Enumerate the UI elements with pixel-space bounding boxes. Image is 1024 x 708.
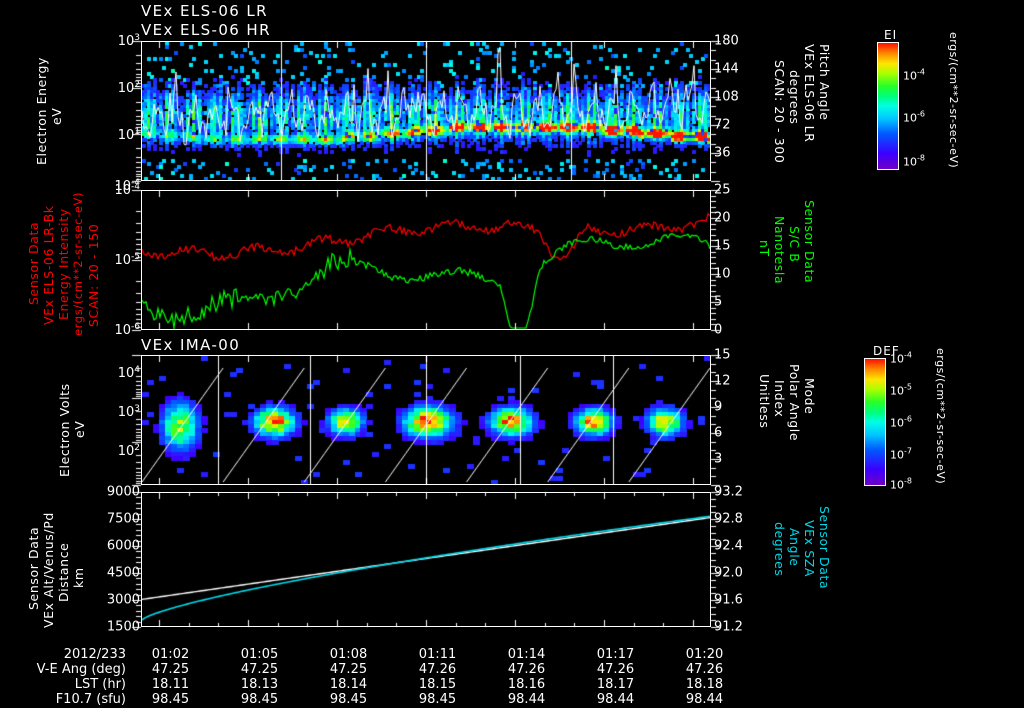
time-cell: 01:05 — [240, 647, 279, 662]
panel3-left-axis-unit: eV — [72, 420, 87, 438]
panel4-right-label-4: degrees — [772, 522, 787, 577]
panel2-plot[interactable] — [141, 190, 711, 330]
panel2-left-label-1: Sensor Data — [26, 221, 41, 305]
panel4-left-label-4: km — [71, 567, 86, 588]
lst-cell: 18.16 — [507, 677, 546, 692]
lst-cell: 18.11 — [151, 677, 190, 692]
panel2-right-ticklabels: 25 20 15 10 5 0 — [714, 182, 731, 338]
panel1-spectrogram-canvas — [142, 42, 710, 180]
row-label-date: 2012/233 — [63, 647, 126, 662]
panel4-lines-canvas — [142, 493, 710, 626]
panel2-right-label-4: nT — [757, 240, 772, 257]
f107-cell: 98.45 — [329, 692, 368, 707]
lst-cell: 18.13 — [240, 677, 279, 692]
panel3-right-label-1: Mode — [802, 378, 817, 415]
panel2-right-label-2: S/C B — [787, 226, 802, 263]
panel4-right-label-1: Sensor Data — [817, 506, 832, 590]
table-row-ve-ang: V-E Ang (deg) 47.25 47.25 47.25 47.26 47… — [14, 662, 749, 677]
ve-ang-cell: 47.26 — [507, 662, 546, 677]
panel1-left-axis-label: Electron Energy — [34, 56, 49, 165]
panel3-right-label-3: Index — [772, 380, 787, 418]
panel2-left-label-4: ergs/(cm**2-sr-sec-eV) — [71, 191, 85, 336]
ve-ang-cell: 47.25 — [240, 662, 279, 677]
table-row-date: 2012/233 01:02 01:05 01:08 01:11 01:14 0… — [14, 647, 749, 662]
colorbar-def-unit: ergs/(cm**2-sr-sec-eV) — [934, 348, 947, 485]
colorbar-el-canvas — [878, 43, 898, 169]
panel2-left-ticklabels: 10-4 10-5 10-6 — [114, 181, 140, 339]
panel3-left-ticklabels: 104 103 102 — [117, 364, 140, 460]
panel2-left-label-2: VEx ELS-06 LR-Bk — [41, 205, 56, 325]
ve-ang-cell: 47.26 — [418, 662, 457, 677]
colorbar-el-title: EI — [884, 28, 898, 42]
panel4-left-ticklabels: 9000 7500 6000 4500 3000 1500 — [106, 484, 140, 635]
panel1-title-hr: VEx ELS-06 HR — [141, 21, 271, 39]
table-row-f107: F10.7 (sfu) 98.45 98.45 98.45 98.45 98.4… — [14, 692, 749, 707]
f107-cell: 98.44 — [507, 692, 546, 707]
time-cell: 01:02 — [151, 647, 190, 662]
bottom-info-table: 2012/233 01:02 01:05 01:08 01:11 01:14 0… — [14, 647, 749, 707]
panel1-right-axis-label-1: Pitch Angle — [817, 44, 832, 121]
time-cell: 01:11 — [418, 647, 457, 662]
colorbar-def[interactable] — [864, 358, 886, 486]
ve-ang-cell: 47.26 — [596, 662, 635, 677]
panel1-left-ticklabels: 103 102 101 10-4 — [114, 32, 140, 195]
lst-cell: 18.17 — [596, 677, 635, 692]
colorbar-el-unit: ergs/(cm**2-sr-sec-eV) — [947, 32, 960, 169]
f107-cell: 98.44 — [596, 692, 635, 707]
panel3-right-label-2: Polar Angle — [787, 364, 802, 442]
panel2-right-label-1: Sensor Data — [802, 200, 817, 284]
panel4-right-ticklabels: 93.2 92.8 92.4 92.0 91.6 91.2 — [714, 484, 743, 635]
row-label-lst: LST (hr) — [74, 677, 126, 692]
panel3-spectrogram-canvas — [142, 356, 710, 484]
time-cell: 01:20 — [685, 647, 724, 662]
panel4-right-label-3: Angle — [787, 528, 802, 567]
panel4-plot[interactable] — [141, 492, 711, 627]
panel1-plot[interactable] — [141, 41, 711, 181]
panel3-right-label-4: Unitless — [757, 374, 772, 429]
panel3-right-ticklabels: 15 12 9 6 3 — [714, 347, 731, 467]
time-cell: 01:08 — [329, 647, 368, 662]
panel4-left-label-2: VEx Alt/Venus/Pd — [41, 512, 56, 628]
panel3-title: VEx IMA-00 — [141, 336, 241, 354]
time-cell: 01:17 — [596, 647, 635, 662]
colorbar-def-canvas — [865, 359, 885, 485]
row-label-ve-ang: V-E Ang (deg) — [36, 662, 126, 677]
ve-ang-cell: 47.25 — [329, 662, 368, 677]
panel1-left-axis-unit: eV — [49, 107, 64, 125]
table-row-lst: LST (hr) 18.11 18.13 18.14 18.15 18.16 1… — [14, 677, 749, 692]
panel1-right-ticklabels: 180 144 108 72 36 — [714, 33, 739, 161]
colorbar-el-ticklabels: 10-4 10-6 10-8 — [903, 67, 925, 169]
ve-ang-cell: 47.26 — [685, 662, 724, 677]
panel1-right-axis-label-3: degrees — [787, 70, 802, 125]
row-label-f107: F10.7 (sfu) — [55, 692, 126, 707]
panel2-left-label-3: Energy Intensity — [56, 208, 71, 320]
panel1-right-axis-label-4: SCAN: 20 - 300 — [772, 60, 787, 164]
f107-cell: 98.45 — [240, 692, 279, 707]
lst-cell: 18.15 — [418, 677, 457, 692]
colorbar-el[interactable] — [877, 42, 899, 170]
panel1-title-lr: VEx ELS-06 LR — [141, 2, 268, 20]
panel2-right-label-3: Nanotesla — [772, 216, 787, 285]
panel4-left-label-3: Distance — [56, 542, 71, 602]
time-cell: 01:14 — [507, 647, 546, 662]
f107-cell: 98.45 — [151, 692, 190, 707]
panel4-left-label-1: Sensor Data — [26, 526, 41, 610]
ve-ang-cell: 47.25 — [151, 662, 190, 677]
colorbar-def-ticklabels: 10-4 10-5 10-6 10-7 10-8 — [890, 350, 912, 492]
f107-cell: 98.44 — [685, 692, 724, 707]
lst-cell: 18.18 — [685, 677, 724, 692]
panel4-right-label-2: VEx SZA — [802, 520, 817, 578]
f107-cell: 98.45 — [418, 692, 457, 707]
panel3-plot[interactable] — [141, 355, 711, 485]
panel2-lines-canvas — [142, 191, 710, 329]
panel3-left-axis-label: Electron Volts — [57, 383, 72, 477]
lst-cell: 18.14 — [329, 677, 368, 692]
panel1-right-axis-label-2: VEx ELS-06 LR — [802, 44, 817, 143]
